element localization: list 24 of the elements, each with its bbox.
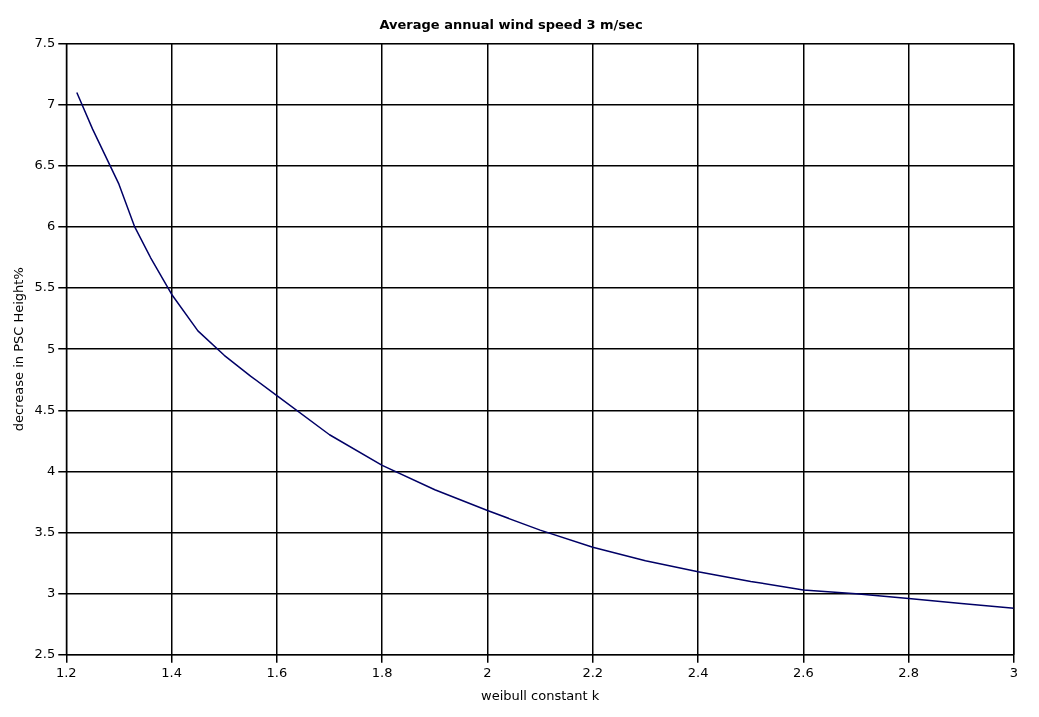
y-tick-label: 6	[46, 218, 56, 234]
chart-title: Average annual wind speed 3 m/sec	[379, 17, 643, 33]
x-tick-label: 2.2	[582, 664, 604, 680]
x-tick-label: 2.6	[793, 664, 814, 680]
y-tick-label: 5.5	[34, 279, 56, 295]
y-tick-label: 7	[46, 96, 56, 112]
x-tick-label: 2.8	[898, 664, 920, 680]
y-tick-label: 5	[46, 340, 56, 356]
x-tick-label: 1.2	[55, 664, 77, 680]
y-axis-title: decrease in PSC Height%	[11, 267, 27, 432]
x-axis-title: weibull constant k	[481, 687, 600, 703]
x-tick-label: 3	[1009, 664, 1019, 680]
x-tick-label: 2.4	[687, 664, 709, 680]
y-tick-label: 6.5	[34, 157, 56, 173]
y-tick-label: 3.5	[34, 523, 56, 539]
x-tick-label: 1.6	[266, 664, 288, 680]
x-tick-label: 1.4	[161, 664, 182, 680]
y-tick-label: 3	[46, 585, 56, 601]
x-tick-label: 2	[483, 664, 492, 680]
x-tick-label: 1.8	[371, 664, 393, 680]
y-tick-label: 2.5	[34, 646, 56, 662]
y-tick-label: 4.5	[34, 401, 56, 417]
y-tick-label: 7.5	[34, 34, 56, 50]
y-tick-label: 4	[46, 462, 56, 478]
